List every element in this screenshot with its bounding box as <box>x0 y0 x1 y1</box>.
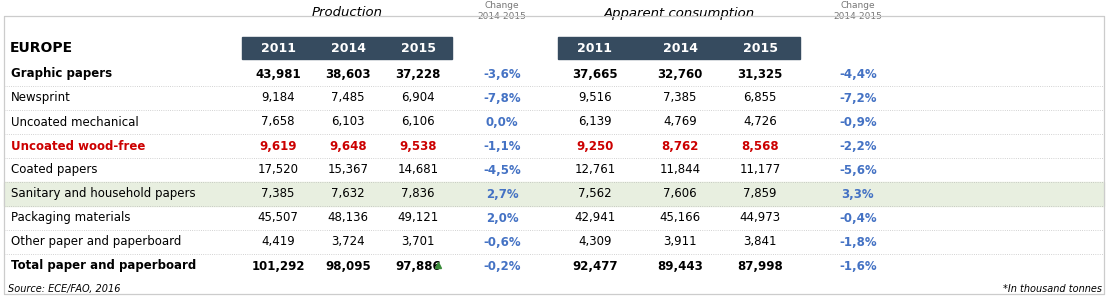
Text: 32,760: 32,760 <box>657 68 702 80</box>
Text: 6,103: 6,103 <box>331 116 365 128</box>
Text: 4,309: 4,309 <box>578 235 612 249</box>
Text: 97,886: 97,886 <box>396 260 441 272</box>
Text: -0,4%: -0,4% <box>839 212 876 224</box>
Text: 101,292: 101,292 <box>252 260 305 272</box>
Text: 7,385: 7,385 <box>261 187 295 201</box>
Text: 2,0%: 2,0% <box>485 212 519 224</box>
Text: 11,177: 11,177 <box>739 164 781 176</box>
Text: 38,603: 38,603 <box>326 68 371 80</box>
Text: 7,606: 7,606 <box>664 187 697 201</box>
Text: -5,6%: -5,6% <box>839 164 876 176</box>
Text: -7,2%: -7,2% <box>839 91 876 105</box>
Text: 8,762: 8,762 <box>661 139 699 153</box>
Text: 48,136: 48,136 <box>328 212 369 224</box>
Text: *In thousand tonnes: *In thousand tonnes <box>1003 284 1102 294</box>
Text: 3,3%: 3,3% <box>842 187 874 201</box>
Text: Production: Production <box>311 7 382 19</box>
Text: 4,769: 4,769 <box>663 116 697 128</box>
Text: Total paper and paperboard: Total paper and paperboard <box>11 260 196 272</box>
Text: 42,941: 42,941 <box>574 212 616 224</box>
Text: 9,648: 9,648 <box>329 139 367 153</box>
Text: 98,095: 98,095 <box>325 260 371 272</box>
Text: Uncoated mechanical: Uncoated mechanical <box>11 116 138 128</box>
Text: Other paper and paperboard: Other paper and paperboard <box>11 235 182 249</box>
Text: -3,6%: -3,6% <box>483 68 521 80</box>
Text: 3,724: 3,724 <box>331 235 365 249</box>
Text: Newsprint: Newsprint <box>11 91 71 105</box>
Text: 6,139: 6,139 <box>578 116 612 128</box>
Text: -0,9%: -0,9% <box>839 116 876 128</box>
Text: Graphic papers: Graphic papers <box>11 68 112 80</box>
Text: -1,1%: -1,1% <box>483 139 521 153</box>
Text: 2015: 2015 <box>400 41 435 55</box>
Text: 44,973: 44,973 <box>739 212 780 224</box>
Text: 2015: 2015 <box>742 41 778 55</box>
Text: -0,6%: -0,6% <box>483 235 521 249</box>
Text: 11,844: 11,844 <box>659 164 700 176</box>
Text: 2014: 2014 <box>663 41 698 55</box>
Text: 7,859: 7,859 <box>743 187 777 201</box>
Text: 3,841: 3,841 <box>743 235 777 249</box>
Text: 9,619: 9,619 <box>259 139 297 153</box>
Text: 7,385: 7,385 <box>664 91 697 105</box>
Text: -1,6%: -1,6% <box>839 260 876 272</box>
Text: 9,184: 9,184 <box>261 91 295 105</box>
Text: -4,5%: -4,5% <box>483 164 521 176</box>
Text: 9,538: 9,538 <box>399 139 437 153</box>
Text: Coated papers: Coated papers <box>11 164 98 176</box>
Text: 45,507: 45,507 <box>257 212 298 224</box>
Text: Packaging materials: Packaging materials <box>11 212 131 224</box>
Text: 8,568: 8,568 <box>741 139 779 153</box>
Text: 17,520: 17,520 <box>257 164 298 176</box>
Text: Sanitary and household papers: Sanitary and household papers <box>11 187 196 201</box>
Text: 89,443: 89,443 <box>657 260 702 272</box>
Text: 12,761: 12,761 <box>574 164 616 176</box>
Text: -7,8%: -7,8% <box>483 91 521 105</box>
Text: 49,121: 49,121 <box>398 212 439 224</box>
Text: 2011: 2011 <box>260 41 296 55</box>
Text: 3,911: 3,911 <box>664 235 697 249</box>
Bar <box>558 37 800 59</box>
Text: 45,166: 45,166 <box>659 212 700 224</box>
Text: EUROPE: EUROPE <box>10 41 73 55</box>
Text: Change
2014-2015: Change 2014-2015 <box>478 1 526 21</box>
Text: Apparent consumption: Apparent consumption <box>604 7 755 19</box>
Text: 9,250: 9,250 <box>576 139 614 153</box>
Text: 7,836: 7,836 <box>401 187 434 201</box>
Text: -2,2%: -2,2% <box>839 139 876 153</box>
Text: Source: ECE/FAO, 2016: Source: ECE/FAO, 2016 <box>8 284 121 294</box>
Text: 6,855: 6,855 <box>743 91 777 105</box>
Text: 7,658: 7,658 <box>261 116 295 128</box>
Text: Uncoated wood-free: Uncoated wood-free <box>11 139 145 153</box>
Text: 4,419: 4,419 <box>261 235 295 249</box>
Text: 4,726: 4,726 <box>743 116 777 128</box>
Bar <box>4 182 1104 206</box>
Text: 2011: 2011 <box>577 41 613 55</box>
Text: 43,981: 43,981 <box>255 68 300 80</box>
Text: 7,562: 7,562 <box>578 187 612 201</box>
Text: 9,516: 9,516 <box>578 91 612 105</box>
Text: 31,325: 31,325 <box>737 68 782 80</box>
Text: -0,2%: -0,2% <box>483 260 521 272</box>
Text: 15,367: 15,367 <box>328 164 369 176</box>
Text: 14,681: 14,681 <box>398 164 439 176</box>
Text: 2,7%: 2,7% <box>485 187 519 201</box>
Text: -4,4%: -4,4% <box>839 68 876 80</box>
Text: 37,665: 37,665 <box>572 68 618 80</box>
Text: 6,106: 6,106 <box>401 116 434 128</box>
Text: 6,904: 6,904 <box>401 91 434 105</box>
Text: -1,8%: -1,8% <box>839 235 876 249</box>
Text: 2014: 2014 <box>330 41 366 55</box>
Text: 37,228: 37,228 <box>396 68 441 80</box>
Text: 3,701: 3,701 <box>401 235 434 249</box>
Text: 7,485: 7,485 <box>331 91 365 105</box>
Text: Change
2014-2015: Change 2014-2015 <box>833 1 882 21</box>
Text: 92,477: 92,477 <box>572 260 618 272</box>
Text: 0,0%: 0,0% <box>485 116 519 128</box>
Text: 87,998: 87,998 <box>737 260 783 272</box>
Text: 7,632: 7,632 <box>331 187 365 201</box>
Bar <box>242 37 452 59</box>
